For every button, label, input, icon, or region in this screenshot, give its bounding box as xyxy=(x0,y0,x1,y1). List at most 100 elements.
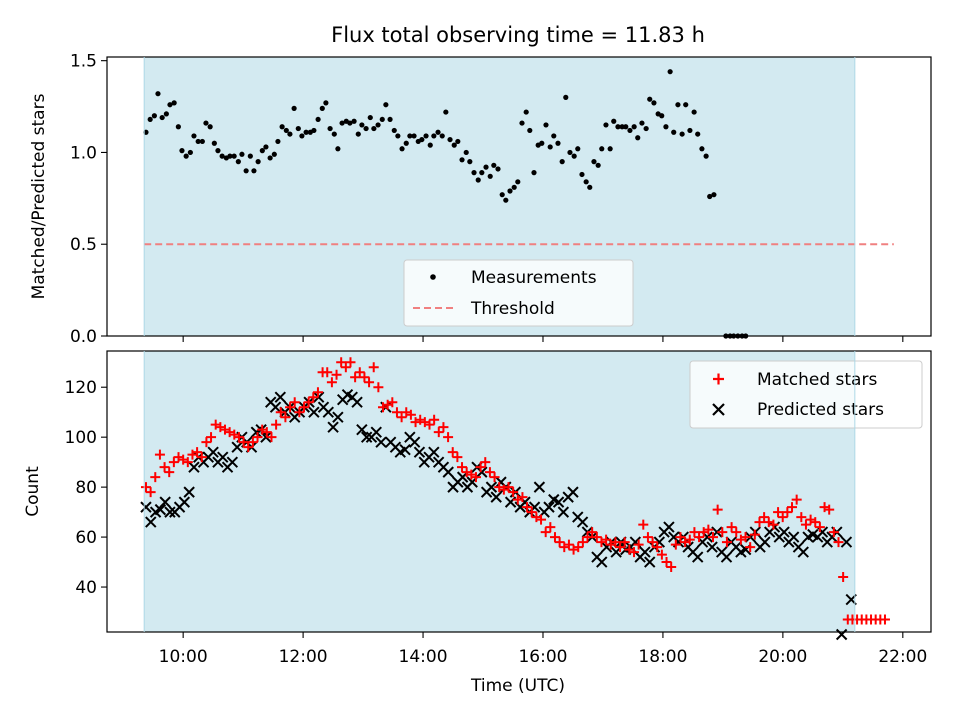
predicted-star-point xyxy=(399,443,411,456)
measurement-point xyxy=(271,151,277,157)
matched-star-point xyxy=(731,527,742,538)
predicted-star-point xyxy=(413,446,426,458)
predicted-star-point xyxy=(332,411,344,423)
x-tick-label: 12:00 xyxy=(279,647,328,667)
matched-star-point xyxy=(666,562,677,573)
measurement-point xyxy=(663,124,669,130)
measurement-point xyxy=(431,133,437,139)
measurement-point xyxy=(295,125,301,132)
measurement-point xyxy=(151,113,157,119)
measurement-point xyxy=(283,127,289,134)
predicted-star-point xyxy=(351,396,363,408)
matched-star-point xyxy=(447,447,458,458)
measurement-point xyxy=(339,120,345,126)
predicted-star-point xyxy=(596,556,608,568)
matched-star-point xyxy=(243,442,254,453)
matched-star-point xyxy=(726,522,737,533)
predicted-star-point xyxy=(164,506,176,518)
matched-star-point xyxy=(285,402,296,413)
predicted-star-point xyxy=(360,431,373,443)
matched-star-point xyxy=(787,502,798,513)
predicted-star-point xyxy=(639,546,651,558)
top-y-ticks: 0.0 0.5 1.0 1.5 xyxy=(70,52,107,347)
predicted-star-point xyxy=(308,406,320,418)
y-tick-label: 1.0 xyxy=(70,143,97,163)
measurement-point xyxy=(675,102,681,108)
matched-star-point xyxy=(443,432,454,443)
matched-star-point xyxy=(438,422,449,433)
matched-star-point xyxy=(271,419,282,430)
predicted-star-point xyxy=(370,426,382,438)
measurement-point xyxy=(323,100,329,106)
measurement-point xyxy=(355,131,361,137)
matched-star-point xyxy=(791,494,802,505)
bottom-axes-frame xyxy=(106,350,932,633)
bottom-y-axis-label: Count xyxy=(23,466,43,517)
matched-star-point xyxy=(331,369,342,380)
top-panel: 0.0 0.5 1.0 1.5 Matched/Predicted stars Mea… xyxy=(29,52,932,347)
measurement-point xyxy=(347,120,353,126)
measurement-point xyxy=(171,100,177,106)
predicted-star-point xyxy=(428,446,440,458)
matched-star-point xyxy=(405,409,416,420)
measurement-point xyxy=(611,118,617,124)
measurement-point xyxy=(631,124,637,130)
measurement-point xyxy=(379,116,385,123)
matched-star-point xyxy=(308,392,319,403)
matched-star-point xyxy=(168,457,179,468)
measurement-point xyxy=(587,184,593,190)
bottom-y-ticks: 40 60 80 100 120 xyxy=(65,378,107,598)
matched-star-point xyxy=(759,512,770,523)
y-tick-label: 80 xyxy=(75,478,97,498)
measurement-point xyxy=(367,114,373,121)
measurement-point xyxy=(519,120,525,126)
matched-star-point xyxy=(712,504,723,515)
matched-star-point xyxy=(540,527,551,538)
matched-star-point xyxy=(275,407,286,418)
y-tick-label: 0.0 xyxy=(70,327,97,347)
matched-stars-points xyxy=(140,357,890,625)
measurement-point xyxy=(507,188,513,194)
measurement-point xyxy=(691,109,697,115)
matched-star-point xyxy=(619,537,630,548)
measurement-point xyxy=(243,168,249,174)
matched-star-point xyxy=(489,472,500,483)
predicted-star-point xyxy=(840,536,853,548)
matched-star-point xyxy=(545,522,556,533)
chart-title: Flux total observing time = 11.83 h xyxy=(331,23,705,47)
measurement-point xyxy=(259,148,265,154)
predicted-star-point xyxy=(543,501,555,513)
matched-star-point xyxy=(814,522,825,533)
measurement-point xyxy=(327,125,333,132)
predicted-star-point xyxy=(269,401,282,413)
measurement-point xyxy=(371,125,377,132)
x-tick-label: 16:00 xyxy=(518,647,567,667)
measurement-point xyxy=(251,168,257,174)
measurement-point xyxy=(399,146,405,152)
y-tick-label: 40 xyxy=(75,578,97,598)
matched-star-point xyxy=(261,427,272,438)
predicted-star-point xyxy=(653,536,666,548)
measurement-point xyxy=(475,177,481,183)
measurement-point xyxy=(231,153,237,159)
matched-star-point xyxy=(740,532,751,543)
predicted-star-point xyxy=(692,551,704,563)
predicted-star-point xyxy=(533,481,546,493)
measurement-point xyxy=(543,122,549,128)
measurement-point xyxy=(279,124,285,130)
x-tick-label: 10:00 xyxy=(159,647,208,667)
measurement-point xyxy=(571,153,577,159)
measurement-point xyxy=(531,170,537,176)
matched-star-point xyxy=(508,487,519,498)
y-tick-label: 0.5 xyxy=(70,235,97,255)
measurement-point xyxy=(263,144,269,150)
predicted-star-point xyxy=(557,506,570,518)
measurement-point xyxy=(551,133,557,139)
measurement-point xyxy=(667,69,673,75)
predicted-star-point xyxy=(835,628,848,641)
measurement-point xyxy=(603,122,609,128)
matched-star-point xyxy=(503,482,514,493)
measurement-point xyxy=(239,151,245,157)
matched-star-point xyxy=(159,462,170,473)
measurement-point xyxy=(459,157,465,163)
